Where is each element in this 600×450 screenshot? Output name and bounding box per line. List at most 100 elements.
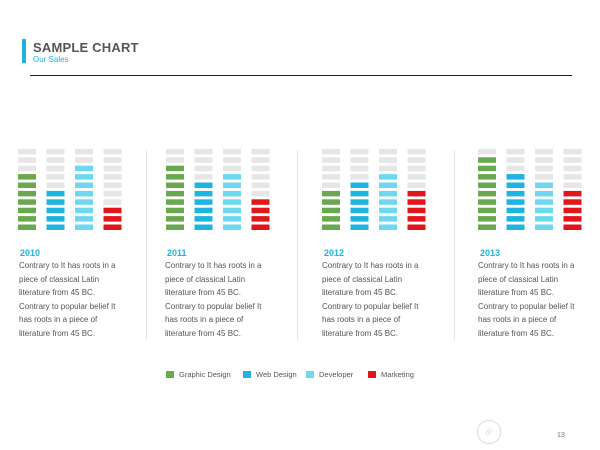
- bar-segment-empty: [563, 182, 582, 188]
- bar-segment-empty: [251, 182, 270, 188]
- bar-segment-filled: [478, 174, 496, 180]
- bar-segment-empty: [322, 165, 340, 172]
- legend-label: Marketing: [381, 370, 414, 379]
- bar-segment-filled: [478, 199, 496, 205]
- bar-segment-empty: [322, 174, 340, 180]
- bar-segment-empty: [563, 157, 582, 163]
- bar-segment-empty: [251, 165, 270, 172]
- bar-segment-empty: [322, 157, 340, 163]
- bar-segment-empty: [194, 174, 213, 180]
- bar-segment-filled: [407, 199, 426, 205]
- bar-segment-filled: [350, 190, 369, 197]
- bar-segment-filled: [46, 199, 65, 205]
- bar-segment-filled: [478, 216, 496, 222]
- bar-segment-filled: [350, 182, 369, 188]
- bar-segment-empty: [251, 157, 270, 163]
- bar-segment-filled: [166, 216, 184, 222]
- bar-segment-empty: [251, 174, 270, 180]
- bar-segment-filled: [478, 207, 496, 214]
- bar-segment-filled: [46, 216, 65, 222]
- bar-segment-filled: [223, 207, 241, 214]
- panel-text-line: Contrary to It has roots in a piece of c…: [19, 261, 116, 298]
- bar-segment-filled: [563, 207, 582, 214]
- bar-segment-filled: [194, 199, 213, 205]
- legend-item-graphic-design: Graphic Design: [166, 370, 231, 379]
- bar-segment-empty: [563, 165, 582, 172]
- bar-segment-filled: [563, 216, 582, 222]
- bar-segment-filled: [379, 190, 397, 197]
- legend-label: Web Design: [256, 370, 297, 379]
- bar-segment-filled: [103, 224, 122, 230]
- bar-segment-empty: [46, 182, 65, 188]
- bar-segment-filled: [563, 199, 582, 205]
- bar-segment-empty: [103, 182, 122, 188]
- panel-text-line: Contrary to It has roots in a piece of c…: [165, 261, 262, 298]
- bar-segment-filled: [535, 199, 553, 205]
- panel-divider: [454, 150, 455, 340]
- bar-segment-filled: [506, 182, 525, 188]
- bar-segment-empty: [103, 165, 122, 172]
- bar-segment-filled: [506, 199, 525, 205]
- legend-swatch: [243, 371, 251, 378]
- legend-swatch: [166, 371, 174, 378]
- bar-segment-filled: [322, 199, 340, 205]
- header-rule: [30, 75, 572, 76]
- bar-segment-filled: [194, 182, 213, 188]
- bar-segment-empty: [46, 157, 65, 163]
- bar-segment-filled: [407, 190, 426, 197]
- bar-segment-filled: [478, 190, 496, 197]
- bar-segment-empty: [46, 174, 65, 180]
- bar-segment-filled: [223, 182, 241, 188]
- bar-segment-filled: [18, 199, 36, 205]
- bar-segment-filled: [18, 224, 36, 230]
- panel-text-2010: Contrary to It has roots in a piece of c…: [19, 259, 119, 341]
- bar-segment-empty: [407, 157, 426, 163]
- legend-swatch: [368, 371, 376, 378]
- bar-segment-filled: [166, 190, 184, 197]
- bar-segment-filled: [75, 199, 93, 205]
- legend-swatch: [306, 371, 314, 378]
- bar-segment-filled: [251, 199, 270, 205]
- bar-segment-filled: [322, 207, 340, 214]
- bar-segment-filled: [535, 216, 553, 222]
- bar-segment-filled: [379, 182, 397, 188]
- bar-segment-empty: [166, 157, 184, 163]
- bar-segment-filled: [166, 174, 184, 180]
- bar-segment-filled: [223, 174, 241, 180]
- bar-segment-filled: [322, 224, 340, 230]
- bar-segment-filled: [251, 224, 270, 230]
- bar-segment-filled: [75, 207, 93, 214]
- bar-segment-filled: [75, 224, 93, 230]
- panel-text-line: Contrary to popular belief It has roots …: [322, 301, 419, 338]
- bar-segment-filled: [194, 224, 213, 230]
- bar-segment-filled: [251, 216, 270, 222]
- panel-text-2013: Contrary to It has roots in a piece of c…: [478, 259, 578, 341]
- bar-segment-filled: [478, 182, 496, 188]
- bar-segment-filled: [166, 224, 184, 230]
- bar-segment-empty: [535, 148, 553, 155]
- bar-segment-filled: [322, 190, 340, 197]
- bar-segment-empty: [535, 157, 553, 163]
- panel-text-2011: Contrary to It has roots in a piece of c…: [165, 259, 265, 341]
- bar-segment-filled: [75, 174, 93, 180]
- bar-segment-empty: [478, 148, 496, 155]
- year-label-2010: 2010: [20, 248, 41, 258]
- bar-segment-filled: [478, 157, 496, 163]
- bar-segment-empty: [563, 148, 582, 155]
- bar-segment-empty: [506, 157, 525, 163]
- bar-segment-empty: [223, 157, 241, 163]
- bar-segment-filled: [18, 174, 36, 180]
- bar-segment-filled: [535, 190, 553, 197]
- bar-segment-empty: [379, 148, 397, 155]
- title-accent-bar: [22, 39, 26, 63]
- bar-segment-filled: [166, 199, 184, 205]
- bar-segment-filled: [350, 216, 369, 222]
- panel-text-line: Contrary to It has roots in a piece of c…: [322, 261, 419, 298]
- page-number: 13: [557, 432, 565, 439]
- bar-segment-empty: [251, 148, 270, 155]
- watermark-logo: ✓: [478, 421, 500, 443]
- bar-segment-empty: [535, 174, 553, 180]
- bar-segment-empty: [350, 148, 369, 155]
- bar-segment-filled: [18, 216, 36, 222]
